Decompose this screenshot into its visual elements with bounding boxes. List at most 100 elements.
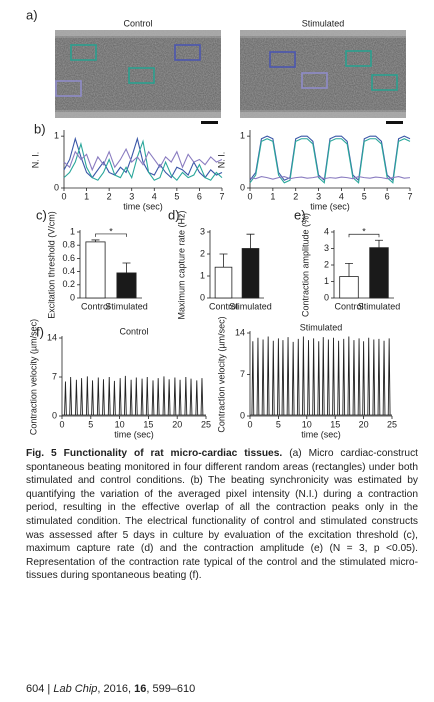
panel-label: d) (168, 207, 180, 222)
texture (55, 30, 221, 118)
x-tick-label: Stimulated (229, 301, 272, 311)
error-bar (91, 239, 100, 242)
bar (116, 272, 137, 299)
x-tick-label: 2 (107, 191, 112, 201)
contraction-peak (382, 340, 386, 416)
x-tick-label: 0 (247, 191, 252, 201)
texture (240, 30, 406, 118)
year: , 2016, (97, 683, 135, 695)
signal-line (249, 176, 411, 180)
contraction-peak (296, 338, 300, 416)
scale-bar (386, 121, 403, 124)
y-axis-label: Contraction velocity (µm/sec) (216, 316, 226, 432)
roi-rectangle (371, 74, 398, 91)
contraction-peak (261, 339, 265, 416)
contraction-peak (317, 341, 321, 416)
contraction-peak (91, 380, 94, 416)
x-tick-label: 5 (362, 191, 367, 201)
x-tick-label: 0 (59, 419, 64, 429)
contraction-peak (123, 375, 127, 416)
contraction-peak (69, 376, 73, 416)
edge (55, 30, 221, 36)
contraction-peak (291, 341, 295, 416)
edge (240, 30, 406, 36)
y-tick-label: 0 (240, 182, 245, 192)
panel-label: f) (36, 324, 44, 339)
y-tick-label: 1 (70, 226, 75, 236)
x-tick-label: Stimulated (358, 301, 401, 311)
y-tick-label: 0 (52, 410, 57, 420)
edge (55, 112, 221, 118)
significance-bracket (95, 233, 127, 237)
signal-line (63, 147, 223, 172)
x-tick-label: 10 (302, 419, 312, 429)
contraction-peak (162, 376, 166, 416)
x-tick-label: 6 (385, 191, 390, 201)
x-axis-label: time (sec) (114, 429, 154, 439)
x-tick-label: 25 (201, 419, 211, 429)
journal: Lab Chip (53, 683, 98, 695)
contraction-peak (156, 378, 160, 416)
x-axis-label: time (sec) (301, 429, 341, 439)
image-title: Stimulated (302, 18, 345, 28)
roi-rectangle (174, 44, 201, 61)
bar (241, 248, 260, 299)
bar (339, 276, 359, 299)
contraction-peak (102, 379, 105, 416)
footer: 604 | Lab Chip, 2016, 16, 599–610 (26, 683, 195, 695)
contraction-peak (307, 340, 310, 416)
signal-line (249, 138, 411, 184)
x-tick-label: Control (334, 301, 363, 311)
contraction-peak (134, 377, 138, 416)
error-bar (345, 262, 353, 277)
significance-mark: * (362, 227, 366, 237)
y-tick-label: 14 (235, 327, 245, 337)
x-tick-label: 3 (316, 191, 321, 201)
contraction-peak (167, 379, 171, 416)
contraction-peak (195, 380, 199, 416)
x-axis-label: time (sec) (310, 201, 350, 211)
contraction-peak (145, 376, 149, 416)
y-tick-label: 1 (324, 276, 329, 286)
contraction-peak (140, 378, 144, 416)
error-bar (122, 262, 131, 273)
contraction-peak (113, 380, 116, 416)
contraction-peak (189, 378, 193, 416)
y-tick-label: 0 (200, 292, 205, 302)
roi-rectangle (70, 44, 97, 61)
x-tick-label: 20 (172, 419, 182, 429)
contraction-peak (332, 337, 335, 416)
y-tick-label: 0.6 (62, 253, 75, 263)
x-tick-label: Control (81, 301, 110, 311)
contraction-peak (75, 379, 78, 416)
x-tick-label: 4 (339, 191, 344, 201)
contraction-peak (327, 339, 330, 416)
caption-label: Fig. 5 (26, 448, 57, 459)
y-tick-label: 0 (324, 292, 329, 302)
x-tick-label: 0 (61, 191, 66, 201)
contraction-peak (277, 338, 280, 416)
roi-rectangle (301, 72, 328, 89)
contraction-peak (266, 336, 270, 416)
separator: | (47, 683, 51, 695)
x-tick-label: 25 (387, 419, 397, 429)
error-bar (375, 239, 383, 248)
y-axis-label: Contraction amplitude (%) (300, 213, 310, 317)
y-axis-label: Maximum capture rate (Hz) (176, 210, 186, 319)
x-tick-label: 2 (293, 191, 298, 201)
roi-rectangle (55, 80, 82, 97)
contraction-peak (352, 340, 356, 416)
x-tick-label: 20 (359, 419, 369, 429)
roi-rectangle (128, 67, 155, 84)
contraction-peak (377, 338, 381, 416)
y-tick-label: 3 (200, 226, 205, 236)
panel-label: c) (36, 207, 47, 222)
y-tick-label: 7 (52, 371, 57, 381)
y-tick-label: 3 (324, 243, 329, 253)
contraction-peak (85, 376, 89, 416)
contraction-peak (200, 378, 204, 416)
y-tick-label: 0.8 (62, 240, 75, 250)
contraction-peak (302, 336, 305, 416)
roi-rectangle (269, 51, 296, 68)
contraction-peak (96, 377, 100, 416)
